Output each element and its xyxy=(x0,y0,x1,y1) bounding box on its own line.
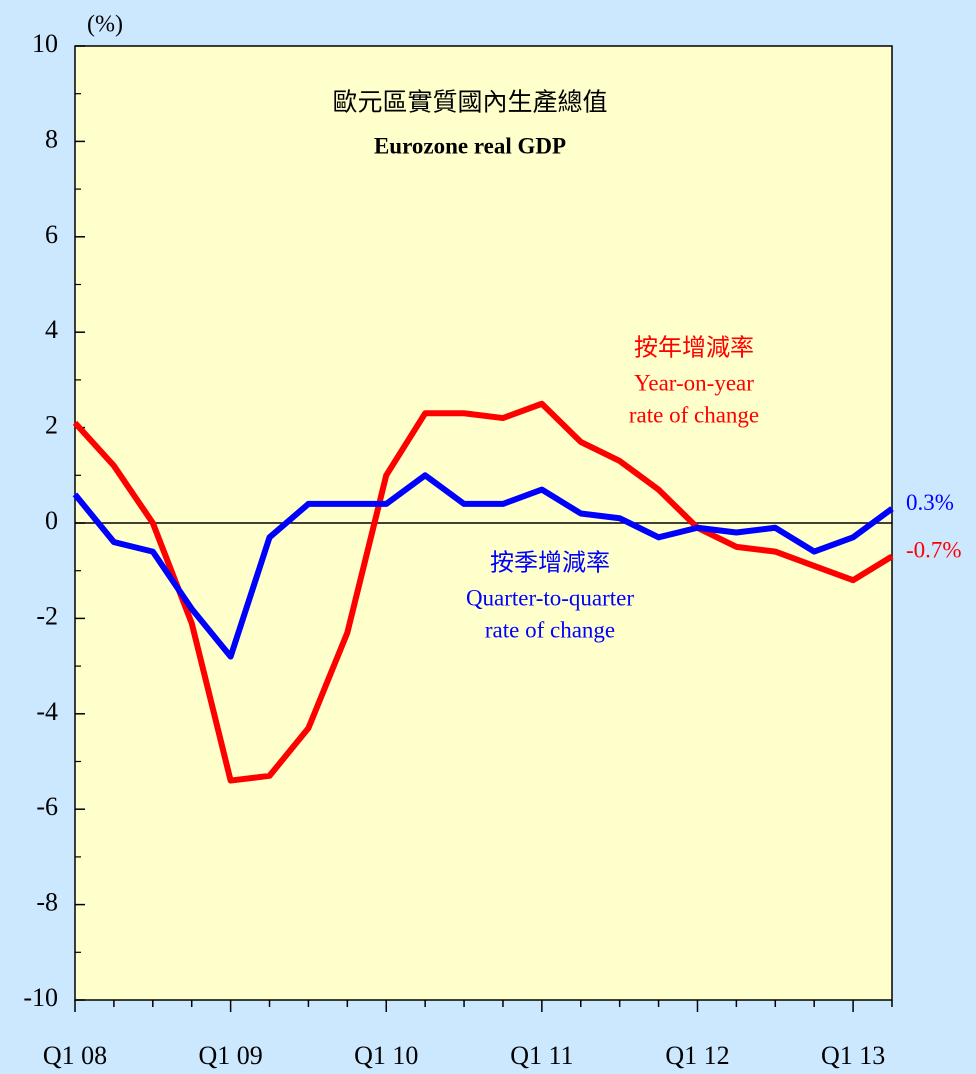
series-label: rate of change xyxy=(629,402,759,427)
x-tick-label: Q1 11 xyxy=(510,1041,573,1070)
series-label: 按年增減率 xyxy=(634,335,754,362)
x-tick-label: Q1 10 xyxy=(354,1041,418,1070)
x-tick-label: Q1 09 xyxy=(198,1041,262,1070)
y-tick-label: -4 xyxy=(36,697,58,726)
x-tick-label: Q1 12 xyxy=(665,1041,729,1070)
chart-subtitle: Eurozone real GDP xyxy=(374,133,566,158)
y-tick-label: -6 xyxy=(36,792,58,821)
series-label: Quarter-to-quarter xyxy=(466,585,634,610)
y-tick-label: 0 xyxy=(45,506,58,535)
x-tick-label: Q1 13 xyxy=(821,1041,885,1070)
y-tick-label: -2 xyxy=(36,601,58,630)
y-tick-label: 2 xyxy=(45,411,58,440)
value-label: 0.3% xyxy=(906,490,954,515)
value-label: -0.7% xyxy=(906,538,962,563)
y-tick-label: -8 xyxy=(36,888,58,917)
y-tick-label: 10 xyxy=(32,29,58,58)
y-tick-label: -10 xyxy=(23,983,58,1012)
series-line xyxy=(72,400,894,784)
series-label: rate of change xyxy=(485,617,615,642)
series-label: 按季增減率 xyxy=(490,550,610,577)
series-line xyxy=(72,472,894,660)
series-label: Year-on-year xyxy=(634,370,754,395)
y-tick-label: 6 xyxy=(45,220,58,249)
x-tick-label: Q1 08 xyxy=(43,1041,107,1070)
y-tick-label: 8 xyxy=(45,124,58,153)
chart-title: 歐元區實質國內生產總值 xyxy=(332,89,607,117)
y-unit: (%) xyxy=(87,12,123,38)
y-tick-label: 4 xyxy=(45,315,58,344)
